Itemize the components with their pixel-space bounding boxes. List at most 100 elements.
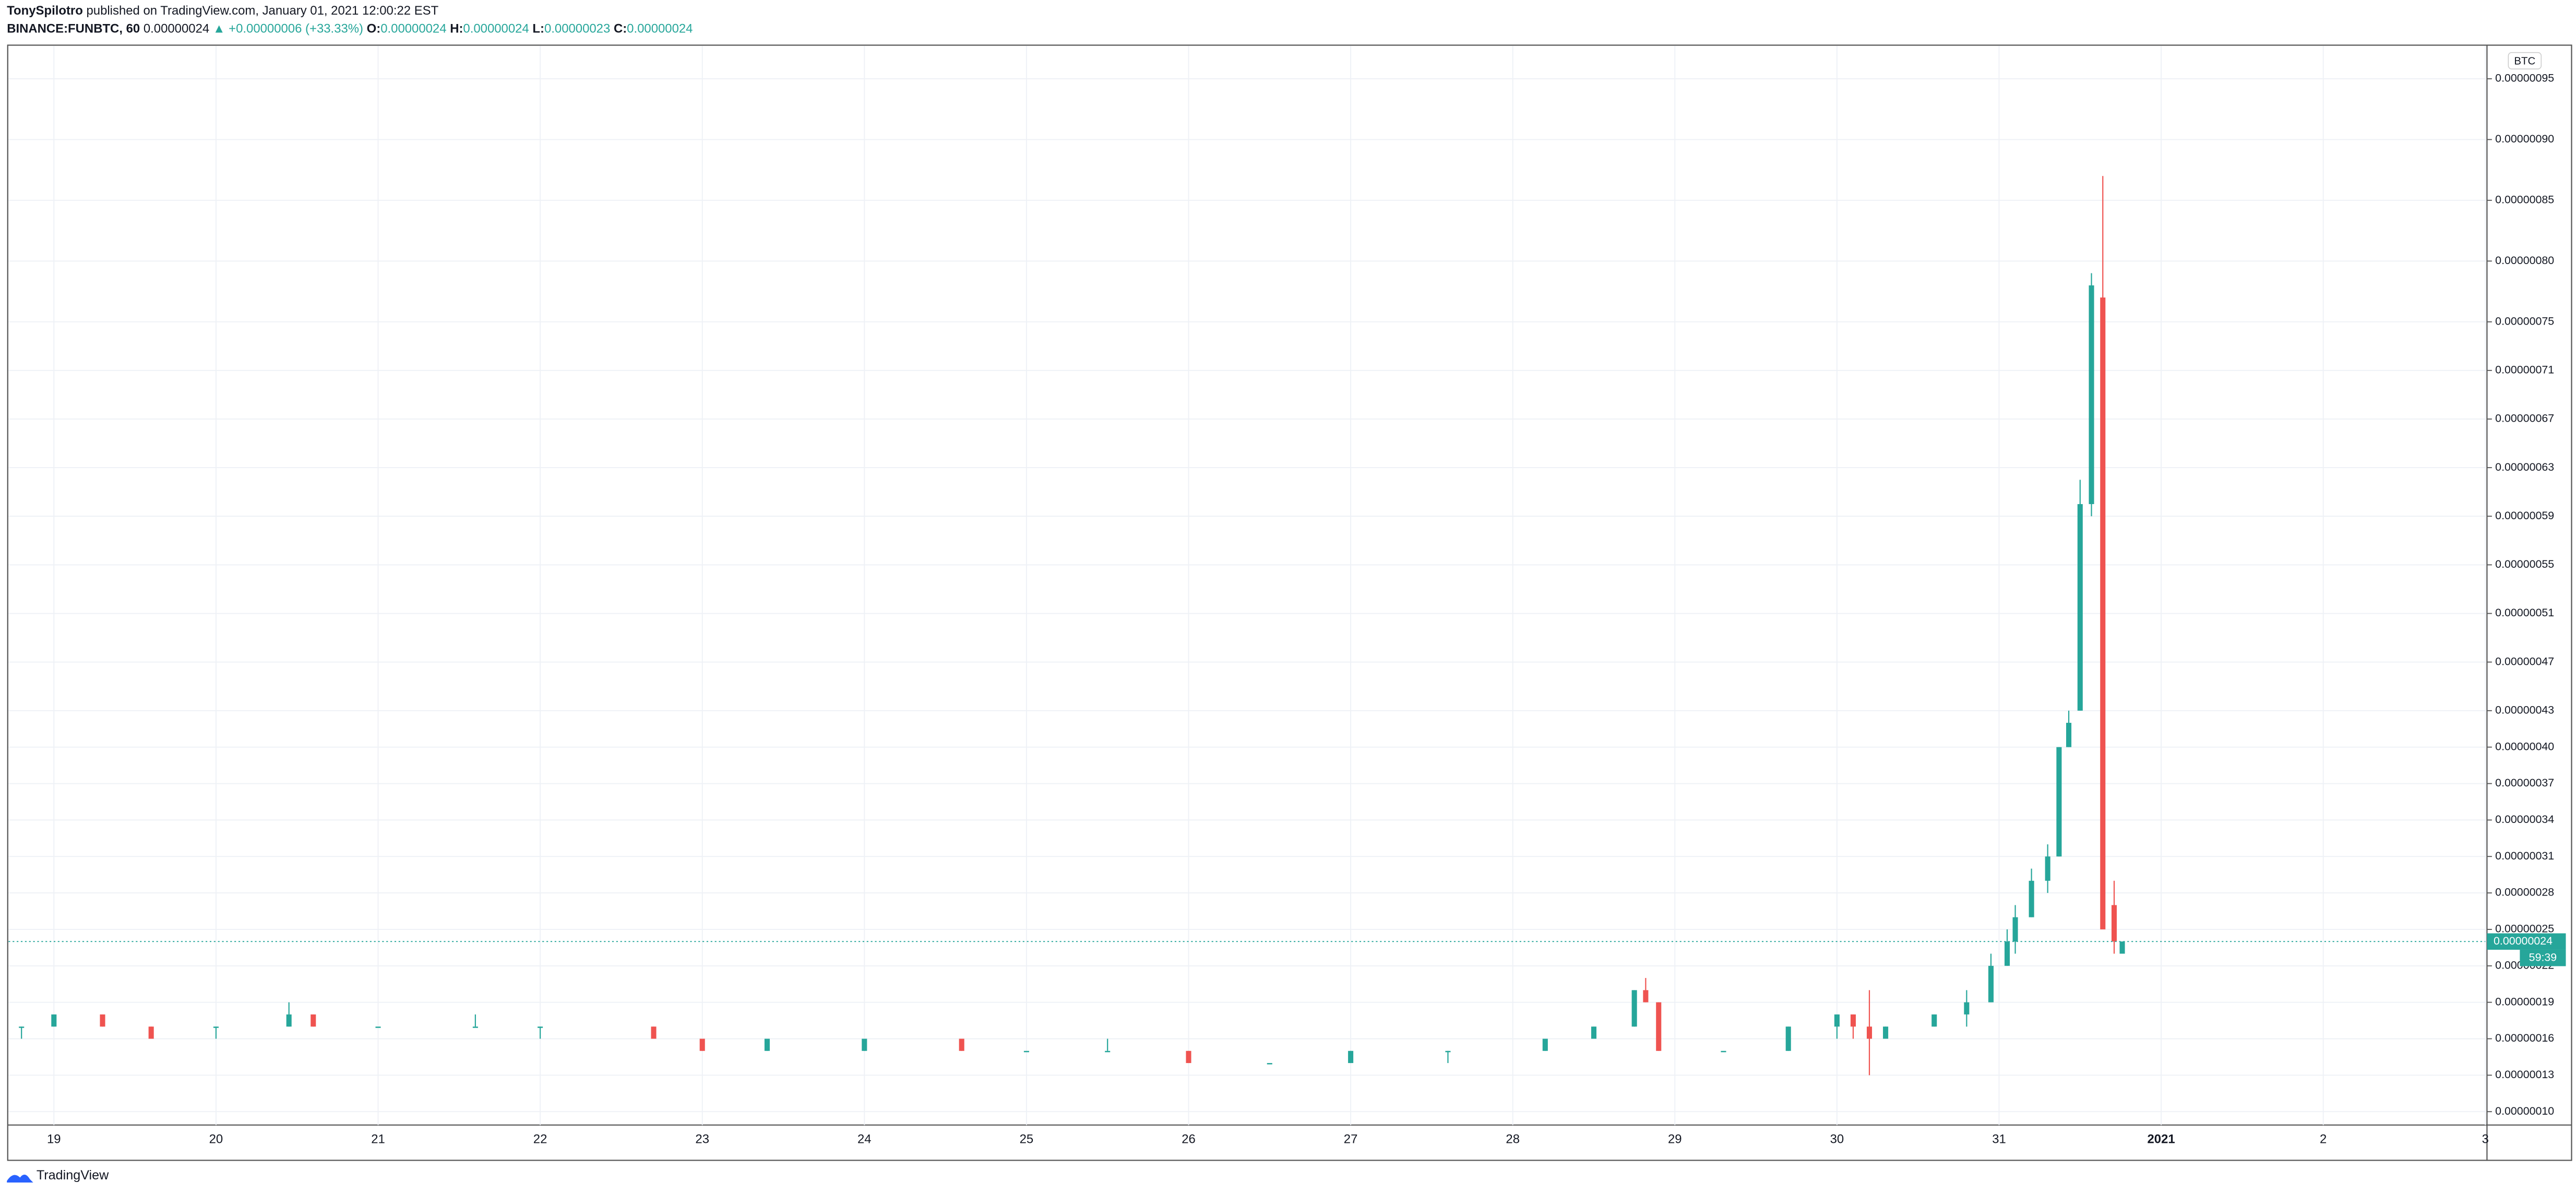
y-tick-label: 0.00000010 (2495, 1105, 2554, 1117)
y-tick-label: 0.00000028 (2495, 886, 2554, 899)
candle-body (862, 1038, 867, 1051)
candle-body (472, 1026, 478, 1028)
candle-body (311, 1014, 316, 1027)
y-tick-label: 0.00000025 (2495, 923, 2554, 935)
candle-body (2111, 905, 2117, 942)
x-tick-label: 30 (1830, 1132, 1844, 1146)
open: 0.00000024 (380, 22, 446, 36)
candle-body (2066, 723, 2072, 747)
candle-body (1785, 1026, 1791, 1051)
close: 0.00000024 (627, 22, 693, 36)
candle-body (538, 1026, 543, 1028)
x-tick-label: 27 (1344, 1132, 1358, 1146)
candle-body (2119, 941, 2125, 954)
published: published on TradingView.com, January 01… (86, 4, 438, 18)
y-tick-label: 0.00000040 (2495, 740, 2554, 753)
x-tick-label: 23 (695, 1132, 709, 1146)
open-label: O: (367, 22, 381, 36)
x-tick-label: 26 (1182, 1132, 1196, 1146)
candle-body (213, 1026, 219, 1028)
candle-body (959, 1038, 964, 1051)
currency: BTC (2514, 55, 2535, 67)
x-tick-label: 2021 (2148, 1132, 2175, 1146)
candle-body (764, 1038, 770, 1051)
legend-line: BINANCE:FUNBTC, 60 0.00000024 ▲ +0.00000… (7, 22, 693, 36)
candle-body (2077, 504, 2083, 711)
last-price-badge (2487, 933, 2566, 950)
x-tick-label: 20 (209, 1132, 223, 1146)
x-tick-label: 24 (857, 1132, 872, 1146)
logo-icon (7, 1174, 33, 1183)
countdown-badge (2520, 949, 2566, 966)
close-label: C: (614, 22, 627, 36)
brand: TradingView (37, 1168, 109, 1183)
candle-body (1542, 1038, 1548, 1051)
candle-body (1988, 965, 1994, 1002)
high-label: H: (450, 22, 463, 36)
candle-body (1964, 1002, 1970, 1014)
y-tick-label: 0.00000016 (2495, 1032, 2554, 1044)
y-tick-label: 0.00000085 (2495, 193, 2554, 206)
x-tick-label: 19 (47, 1132, 61, 1146)
y-tick-label: 0.00000034 (2495, 813, 2554, 826)
candle-body (1348, 1050, 1354, 1064)
x-tick-label: 22 (533, 1132, 547, 1146)
x-tick-label: 25 (1020, 1132, 1034, 1146)
x-tick-label: 3 (2482, 1132, 2489, 1146)
x-tick-label: 29 (1668, 1132, 1682, 1146)
candle-body (1656, 1002, 1662, 1051)
x-tick-label: 28 (1506, 1132, 1520, 1146)
candle-body (286, 1014, 292, 1027)
candle-body (1186, 1050, 1191, 1064)
last: 0.00000024 (144, 22, 209, 36)
candle-body (699, 1038, 705, 1051)
change: ▲ +0.00000006 (+33.33%) (213, 22, 363, 36)
candle-body (100, 1014, 105, 1027)
candle-body (1834, 1014, 1840, 1027)
candle-body (1643, 990, 1649, 1002)
candle-body (51, 1014, 57, 1027)
last-price-label: 0.00000024 (2494, 935, 2553, 947)
candle-body (1631, 990, 1637, 1027)
candle-body (2100, 297, 2106, 929)
y-tick-label: 0.00000080 (2495, 254, 2554, 267)
plot-area: 19 20 21 22 23 24 25 26 27 28 29 30 31 2021 2 30.000000… (8, 46, 2566, 1146)
y-tick-label: 0.00000055 (2495, 558, 2554, 570)
y-tick-label: 0.00000051 (2495, 606, 2554, 619)
candle-body (375, 1026, 381, 1028)
candle-body (1931, 1014, 1937, 1027)
candle-body (2089, 285, 2094, 504)
candle-body (19, 1026, 25, 1028)
candle-body (148, 1026, 154, 1039)
y-tick-label: 0.00000013 (2495, 1068, 2554, 1081)
y-tick-label: 0.00000071 (2495, 363, 2554, 376)
high: 0.00000024 (463, 22, 529, 36)
candle-body (651, 1026, 657, 1039)
low: 0.00000023 (544, 22, 610, 36)
candle-body (2045, 856, 2050, 881)
candle-body (2029, 880, 2034, 917)
candle-body (1883, 1026, 1889, 1039)
y-tick-label: 0.00000063 (2495, 461, 2554, 473)
y-tick-label: 0.00000037 (2495, 777, 2554, 789)
candle-body (2004, 941, 2010, 966)
y-tick-label: 0.00000095 (2495, 72, 2554, 85)
y-tick-label: 0.00000031 (2495, 850, 2554, 862)
y-tick-label: 0.00000075 (2495, 315, 2554, 327)
y-tick-label: 0.00000059 (2495, 509, 2554, 522)
logo: TradingView (7, 1168, 109, 1183)
y-tick-label: 0.00000067 (2495, 412, 2554, 425)
candle-body (2012, 917, 2018, 942)
candle-body (2056, 747, 2062, 857)
y-tick-label: 0.00000043 (2495, 703, 2554, 716)
currency-badge[interactable] (2508, 52, 2542, 69)
y-tick-label: 0.00000090 (2495, 133, 2554, 145)
symbol: BINANCE:FUNBTC, 60 (7, 22, 140, 36)
candle-body (1591, 1026, 1597, 1039)
candle-body (1866, 1026, 1873, 1039)
candle-body (1105, 1050, 1111, 1053)
header-line: TonySpilotro published on TradingView.co… (7, 4, 438, 18)
